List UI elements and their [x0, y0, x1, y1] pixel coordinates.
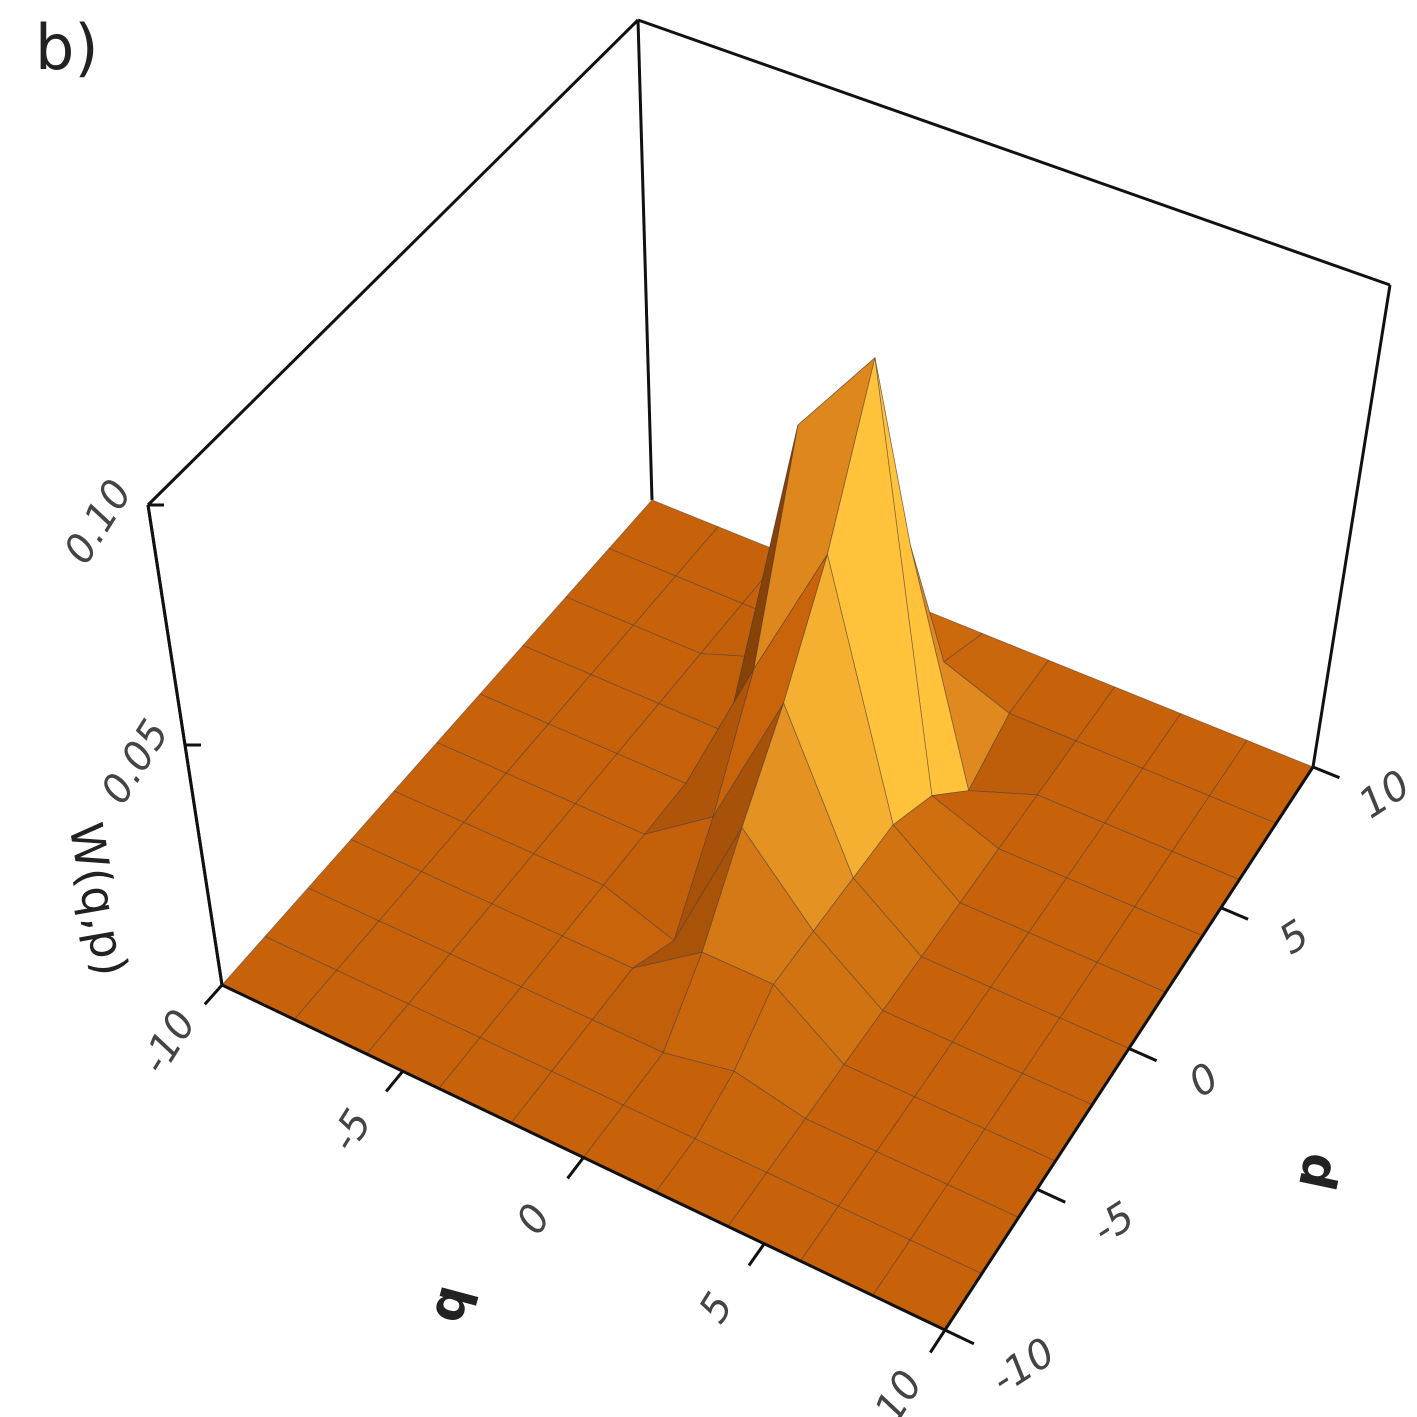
q-tick [385, 1070, 404, 1093]
box-edge [637, 18, 1391, 287]
p-tick-label: 5 [1271, 911, 1317, 963]
q-tick-label: 5 [690, 1285, 742, 1331]
p-tick-label: -5 [1084, 1193, 1143, 1253]
p-tick [944, 1328, 975, 1346]
p-tick [1312, 765, 1341, 780]
p-axis-label: p [1280, 1147, 1344, 1194]
q-tick-label: 0 [508, 1196, 560, 1242]
q-tick [203, 984, 224, 1006]
box-edge [636, 19, 654, 501]
q-tick [929, 1329, 947, 1354]
p-tick-label: 0 [1181, 1054, 1227, 1106]
p-tick [1036, 1187, 1066, 1204]
q-axis-label: q [416, 1279, 481, 1329]
panel-label: b) [35, 11, 99, 84]
box-edge [1311, 284, 1392, 768]
z-axis-label: W(q,p) [58, 819, 138, 980]
surface [221, 356, 1314, 1331]
q-tick-label: -10 [132, 1002, 206, 1082]
q-tick-label: -5 [321, 1102, 381, 1160]
q-tick [566, 1156, 585, 1180]
z-tick-label: 0.05 [92, 712, 178, 812]
p-tick [1128, 1047, 1158, 1063]
p-tick-label: 10 [1351, 762, 1417, 828]
z-tick-label: 0.10 [55, 472, 141, 572]
q-tick [747, 1242, 766, 1267]
p-tick-label: -10 [984, 1329, 1064, 1403]
box-edge [146, 18, 640, 507]
p-tick [1220, 906, 1249, 921]
q-tick-label: 10 [866, 1363, 932, 1417]
